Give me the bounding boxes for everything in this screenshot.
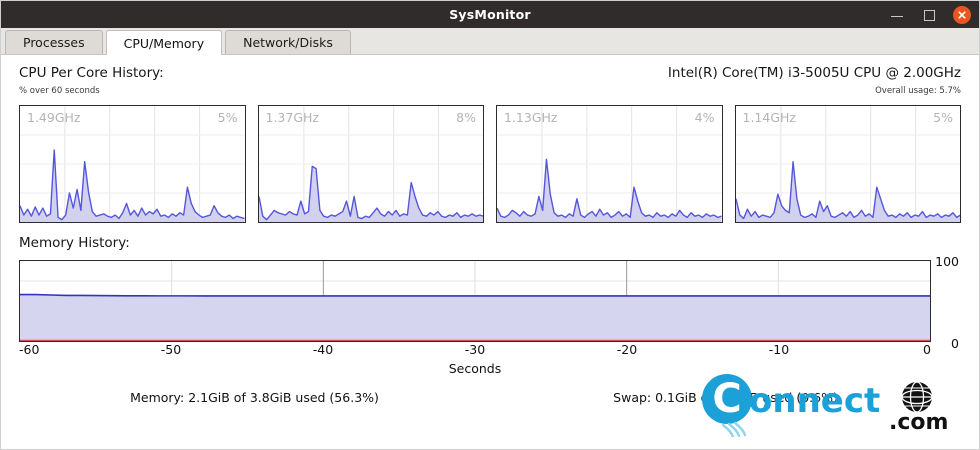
memory-history-plot bbox=[20, 261, 930, 341]
tab-bar: Processes CPU/Memory Network/Disks bbox=[1, 28, 979, 55]
cpu-header-right: Intel(R) Core(TM) i3-5005U CPU @ 2.00GHz… bbox=[668, 65, 961, 96]
cpu-core-3-sparkline bbox=[497, 106, 722, 222]
memory-y-min-label: 0 bbox=[951, 336, 959, 351]
minimize-icon[interactable] bbox=[889, 7, 905, 23]
x-axis-tick: -20 bbox=[616, 342, 638, 357]
cpu-core-graph-4: 1.14GHz 5% bbox=[734, 105, 961, 223]
watermark-com-text: .com bbox=[889, 410, 948, 435]
memory-x-axis-label: Seconds bbox=[448, 361, 502, 376]
connect-com-watermark: C onnect .com bbox=[693, 373, 961, 437]
status-footer: Memory: 2.1GiB of 3.8GiB used (56.3%) Sw… bbox=[19, 390, 961, 405]
memory-usage-status: Memory: 2.1GiB of 3.8GiB used (56.3%) bbox=[130, 390, 379, 405]
cpu-core-1-sparkline bbox=[20, 106, 245, 222]
x-axis-tick: -60 bbox=[19, 342, 40, 357]
x-axis-tick: -30 bbox=[464, 342, 486, 357]
memory-y-max-label: 100 bbox=[935, 254, 959, 269]
cpu-section-subtitle: % over 60 seconds bbox=[19, 86, 100, 96]
maximize-icon[interactable] bbox=[921, 7, 937, 23]
cpu-section-title: CPU Per Core History: bbox=[19, 65, 164, 81]
memory-history-graph bbox=[19, 260, 931, 342]
cpu-memory-panel: CPU Per Core History: % over 60 seconds … bbox=[1, 55, 979, 449]
tab-cpu-memory[interactable]: CPU/Memory bbox=[105, 30, 223, 55]
x-axis-tick: 0 bbox=[923, 342, 931, 357]
cpu-header: CPU Per Core History: % over 60 seconds … bbox=[19, 65, 961, 96]
x-axis-tick: -10 bbox=[768, 342, 790, 357]
swap-usage-status: Swap: 0.1GiB of 1.0GiB used (0.6%) bbox=[613, 390, 838, 405]
memory-x-axis: -60 -50 -40 -30 -20 -10 0 bbox=[19, 342, 931, 359]
cpu-overall-usage: Overall usage: 5.7% bbox=[875, 86, 961, 96]
cpu-core-graph-3: 1.13GHz 4% bbox=[496, 105, 723, 223]
memory-section-title: Memory History: bbox=[19, 235, 130, 251]
cpu-header-left: CPU Per Core History: % over 60 seconds bbox=[19, 65, 164, 96]
cpu-core-graph-2: 1.37GHz 8% bbox=[257, 105, 484, 223]
x-axis-tick: -50 bbox=[160, 342, 182, 357]
watermark-swoosh-icon bbox=[721, 421, 747, 437]
title-bar: SysMonitor bbox=[1, 1, 979, 28]
tab-network-disks[interactable]: Network/Disks bbox=[225, 30, 351, 54]
window-controls bbox=[889, 5, 971, 24]
tab-processes[interactable]: Processes bbox=[5, 30, 103, 54]
cpu-core-4-sparkline bbox=[735, 106, 960, 222]
x-axis-tick: -40 bbox=[312, 342, 334, 357]
window-title: SysMonitor bbox=[449, 7, 531, 22]
cpu-core-2-sparkline bbox=[258, 106, 483, 222]
cpu-model-label: Intel(R) Core(TM) i3-5005U CPU @ 2.00GHz bbox=[667, 65, 961, 81]
memory-graph-wrap: 100 0 bbox=[19, 254, 961, 351]
close-icon[interactable] bbox=[953, 5, 971, 24]
cpu-core-graph-1: 1.49GHz 5% bbox=[19, 105, 246, 223]
cpu-core-graphs: 1.49GHz 5% 1.37GHz 8% 1.13GHz 4% 1.14GHz… bbox=[19, 105, 961, 223]
